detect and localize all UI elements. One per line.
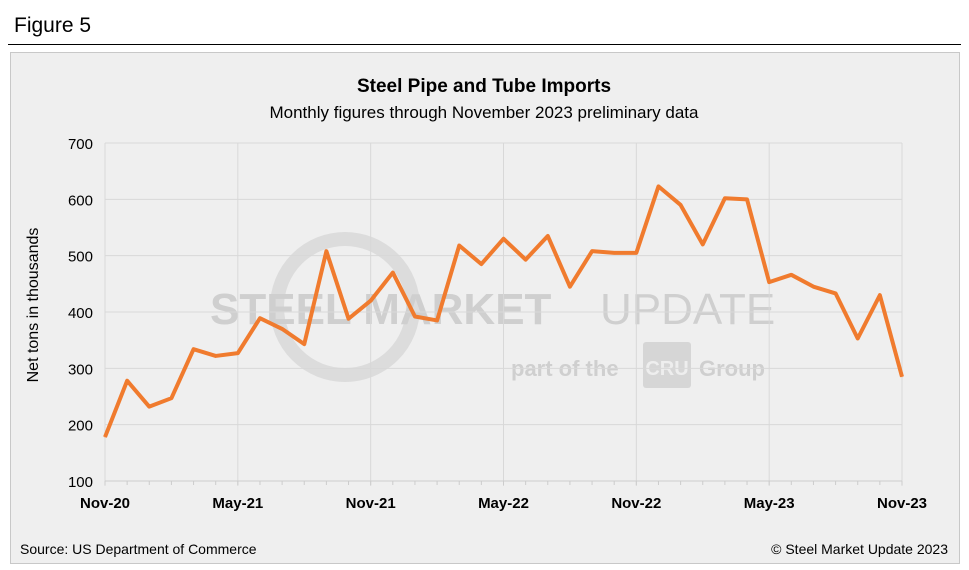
y-tick-label: 200 bbox=[68, 418, 93, 435]
x-tick-label: May-21 bbox=[212, 495, 263, 512]
data-point bbox=[303, 343, 305, 345]
data-point bbox=[104, 436, 106, 438]
x-tick-label: Nov-23 bbox=[877, 495, 927, 512]
x-tick-label: May-22 bbox=[478, 495, 529, 512]
data-point bbox=[392, 272, 394, 274]
source-note: Source: US Department of Commerce bbox=[20, 541, 257, 557]
y-tick-label: 400 bbox=[68, 305, 93, 322]
data-point bbox=[857, 337, 859, 339]
data-point bbox=[215, 355, 217, 357]
data-point bbox=[193, 348, 195, 350]
x-tick-label: Nov-22 bbox=[611, 495, 661, 512]
data-point bbox=[746, 198, 748, 200]
data-point bbox=[148, 406, 150, 408]
data-point bbox=[503, 238, 504, 240]
data-points bbox=[104, 185, 903, 438]
watermark-light: UPDATE bbox=[600, 285, 775, 334]
data-point bbox=[835, 292, 837, 294]
chart-subtitle: Monthly figures through November 2023 pr… bbox=[269, 103, 699, 122]
data-point bbox=[525, 259, 527, 261]
data-point bbox=[768, 281, 770, 283]
data-point bbox=[436, 319, 438, 321]
chart-panel bbox=[10, 52, 960, 564]
x-tick-label: Nov-20 bbox=[80, 495, 130, 512]
data-point bbox=[635, 252, 637, 254]
data-point bbox=[591, 250, 593, 252]
data-point bbox=[281, 328, 283, 330]
data-point bbox=[569, 286, 571, 288]
copyright-note: © Steel Market Update 2023 bbox=[771, 541, 948, 557]
chart-title: Steel Pipe and Tube Imports bbox=[357, 76, 611, 97]
data-point bbox=[458, 245, 460, 247]
data-point bbox=[370, 300, 372, 302]
y-tick-label: 500 bbox=[68, 249, 93, 266]
data-point bbox=[126, 380, 128, 382]
y-tick-label: 300 bbox=[68, 361, 93, 378]
watermark: STEEL MARKET UPDATE part of the CRU Grou… bbox=[210, 232, 775, 388]
y-axis-label: Net tons in thousands bbox=[25, 228, 42, 383]
data-point bbox=[724, 197, 726, 199]
y-tick-label: 600 bbox=[68, 192, 93, 209]
data-point bbox=[702, 243, 704, 245]
divider bbox=[8, 44, 961, 45]
data-point bbox=[812, 286, 814, 288]
x-tick-label: May-23 bbox=[744, 495, 795, 512]
data-point bbox=[657, 185, 659, 187]
data-point bbox=[237, 352, 239, 354]
cru-logo: CRU bbox=[645, 358, 688, 380]
x-tick-label: Nov-21 bbox=[346, 495, 396, 512]
data-point bbox=[480, 263, 482, 265]
data-point bbox=[170, 397, 172, 399]
data-point bbox=[613, 252, 615, 254]
data-point bbox=[547, 235, 549, 237]
watermark-swoosh bbox=[270, 232, 420, 382]
y-tick-label: 700 bbox=[68, 136, 93, 153]
data-point bbox=[790, 274, 792, 276]
figure-label: Figure 5 bbox=[14, 14, 92, 37]
watermark-bold: STEEL MARKET bbox=[210, 285, 552, 334]
cru-logo-box bbox=[643, 342, 691, 388]
data-point bbox=[259, 317, 261, 319]
data-point bbox=[901, 376, 903, 378]
data-point bbox=[879, 294, 881, 296]
data-point bbox=[348, 318, 350, 320]
y-tick-label: 100 bbox=[68, 474, 93, 491]
data-point bbox=[325, 250, 327, 252]
data-point bbox=[414, 316, 416, 318]
data-point bbox=[680, 204, 682, 206]
